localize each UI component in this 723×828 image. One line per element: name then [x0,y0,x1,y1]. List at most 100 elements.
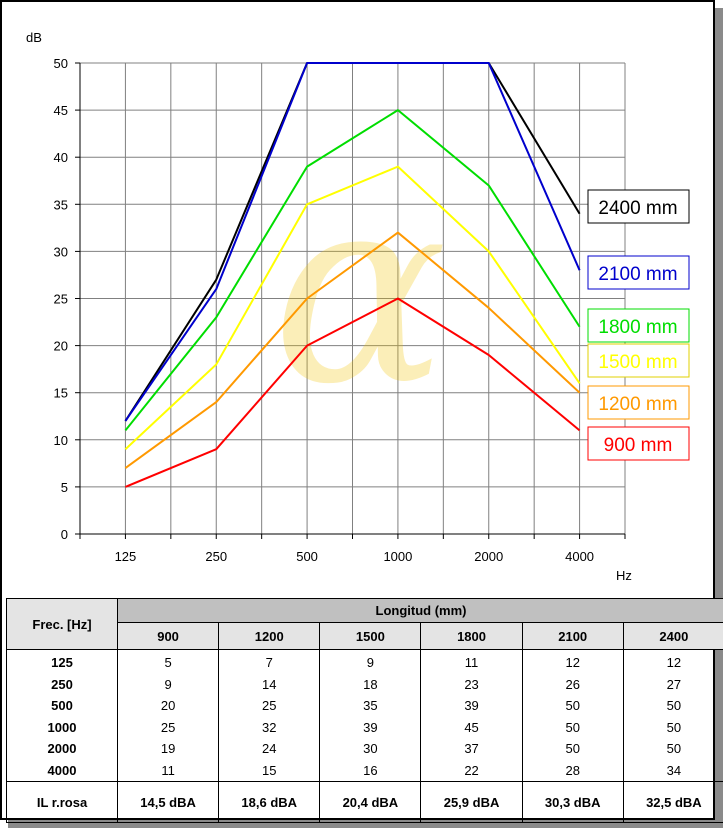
column-header: 1800 [420,622,523,650]
series-line-900-mm [125,297,581,488]
row-label: 4000 [6,759,118,782]
column-header: 1500 [319,622,422,650]
row-label: 2000 [6,738,118,760]
series-label-text: 1800 mm [598,317,677,338]
series-label-text: 900 mm [604,435,673,456]
row-label: 250 [6,673,118,695]
table-cell: 50 [622,716,723,738]
table-cell: 24 [218,738,321,760]
table-row: 125 5 7 9 11 12 12 [6,649,723,674]
series-label-text: 2100 mm [598,264,677,285]
table-cell: 26 [521,673,624,695]
summary-label: IL r.rosa [6,781,118,823]
table-cell: 23 [420,673,523,695]
y-tick-label: 30 [54,244,68,259]
table-row: 1000 25 32 39 45 50 50 [6,716,723,738]
alpha-watermark: α [272,140,448,442]
y-tick-label: 5 [61,480,68,495]
table-row: 2000 19 24 30 37 50 50 [6,738,723,760]
y-tick-label: 10 [54,433,68,448]
line-chart: α 0 5 10 15 20 25 30 35 40 45 50 125 250 500 1000 2000 4… [26,30,690,583]
series-lines [124,62,581,488]
y-tick-label: 25 [54,292,68,307]
table-cell: 39 [420,695,523,717]
grid [80,62,626,534]
series-label-box [587,308,690,343]
series-label: 2100 mm [587,255,690,290]
frame-shadow-bottom [8,820,723,828]
table-cell: 22 [420,759,523,782]
table-cell: 12 [521,649,624,674]
y-tick-label: 50 [54,56,68,71]
frame-shadow-right [715,8,723,828]
column-header: 2400 [622,622,723,650]
table-cell: 34 [622,759,723,782]
table-cell: 20 [116,695,220,717]
x-tick-label: 1000 [383,549,412,564]
table-cell: 18 [319,673,422,695]
table-cell: 39 [319,716,422,738]
table-cell: 45 [420,716,523,738]
series-label-box [587,189,690,224]
table-cell: 15 [218,759,321,782]
table-cell: 50 [622,695,723,717]
series-line-1500-mm [124,165,581,450]
column-header: 1200 [218,622,321,650]
table-cell: 25 [218,695,321,717]
series-label: 1500 mm [587,343,690,378]
series-label: 1200 mm [587,385,690,420]
table-row: 250 9 14 18 23 26 27 [6,673,723,695]
column-header: 2100 [521,622,624,650]
series-label-box [587,255,690,290]
table-cell: 19 [116,738,220,760]
y-tick-label: 45 [54,103,68,118]
summary-row: IL r.rosa 14,5 dBA 18,6 dBA 20,4 dBA 25,9 dB… [6,781,723,823]
row-label: 1000 [6,716,118,738]
series-line-2100-mm [124,62,581,422]
table-cell: 16 [319,759,422,782]
x-tick-label: 125 [115,549,137,564]
table-cell: 50 [521,738,624,760]
group-header: Longitud (mm) [117,598,723,623]
table-cell: 5 [116,649,220,674]
table-cell: 50 [521,695,624,717]
table-cell: 14 [218,673,321,695]
column-header: 900 [116,622,220,650]
x-tick-label: 250 [205,549,227,564]
y-tick-label: 20 [54,339,68,354]
series-label-text: 1500 mm [598,352,677,373]
series-label-box [587,426,690,461]
summary-cell: 14,5 dBA [116,781,220,823]
table-cell: 7 [218,649,321,674]
y-tick-label: 35 [54,197,68,212]
table-cell: 27 [622,673,723,695]
series-label-box [587,343,690,378]
y-tick-label: 15 [54,386,68,401]
series-line-1200-mm [124,231,581,469]
table-cell: 11 [116,759,220,782]
row-header: Frec. [Hz] [6,598,118,650]
x-axis-label: Hz [616,568,632,583]
series-line-1800-mm [124,109,581,432]
series-label: 1800 mm [587,308,690,343]
row-label: 500 [6,695,118,717]
table-cell: 11 [420,649,523,674]
x-tick-label: 4000 [565,549,594,564]
x-tick-label: 500 [296,549,318,564]
table-row: 4000 11 15 16 22 28 34 [6,759,723,782]
series-label-text: 1200 mm [598,394,677,415]
table-cell: 9 [319,649,422,674]
summary-cell: 32,5 dBA [622,781,723,823]
summary-cell: 25,9 dBA [420,781,523,823]
series-label: 2400 mm [587,189,690,224]
table-cell: 25 [116,716,220,738]
table-cell: 50 [521,716,624,738]
y-tick-label: 0 [61,527,68,542]
y-tick-label: 40 [54,150,68,165]
summary-cell: 30,3 dBA [521,781,624,823]
table-cell: 28 [521,759,624,782]
series-label-text: 2400 mm [598,198,677,219]
series-label-box [587,385,690,420]
data-table: Frec. [Hz] Longitud (mm) 900 1200 1500 1… [6,598,723,823]
series-label: 900 mm [587,426,690,461]
